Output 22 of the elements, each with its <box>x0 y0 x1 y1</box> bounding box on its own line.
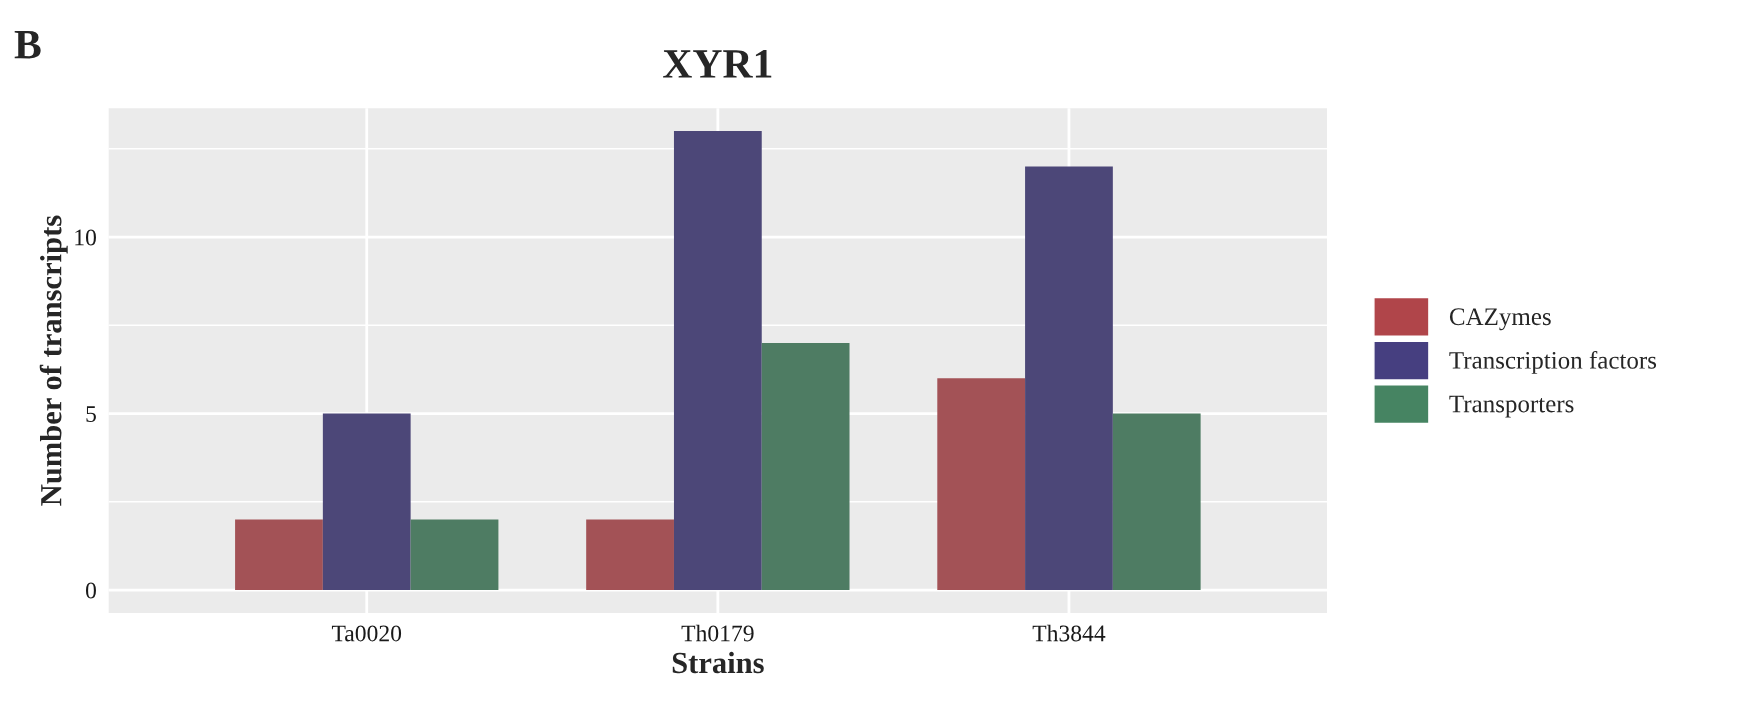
bar <box>322 413 411 591</box>
chart-title: XYR1 <box>663 50 772 78</box>
bar <box>937 378 1026 591</box>
y-tick-label: 10 <box>75 229 96 246</box>
x-tick-label: Ta0020 <box>331 625 402 642</box>
legend-label: Transporters <box>1449 395 1574 418</box>
x-tick-label: Th3844 <box>1032 624 1106 642</box>
bar <box>235 519 323 591</box>
bar <box>586 519 674 591</box>
bar <box>673 131 762 591</box>
y-tick-label: 0 <box>85 582 96 599</box>
y-axis-title: Number of transcripts <box>39 215 68 506</box>
bar <box>761 342 850 591</box>
bar <box>1112 413 1201 591</box>
x-axis-title: Strains <box>672 651 764 674</box>
legend-label: CAZymes <box>1449 308 1551 331</box>
x-tick-label: Th0179 <box>681 624 754 642</box>
bar <box>410 519 499 591</box>
text: B <box>14 31 41 59</box>
bar <box>1025 166 1113 591</box>
legend-label: Transcription factors <box>1449 350 1657 374</box>
y-tick-label: 5 <box>86 406 96 422</box>
